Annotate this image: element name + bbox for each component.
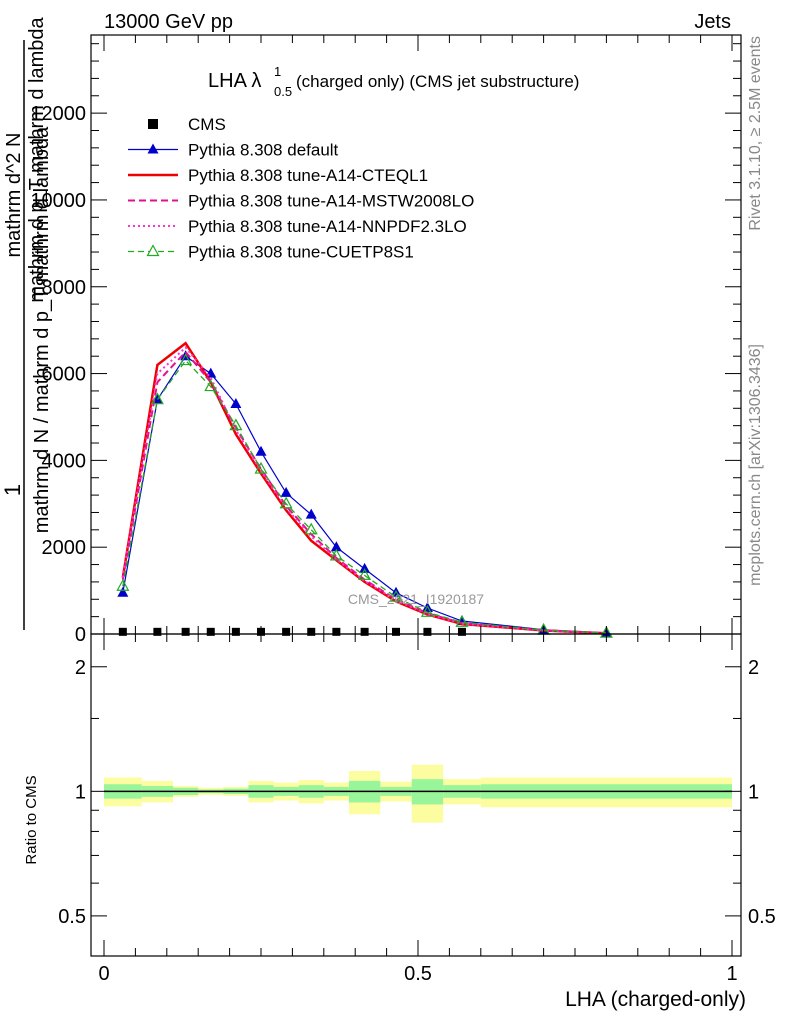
legend-label: Pythia 8.308 tune-A14-NNPDF2.3LO: [188, 217, 467, 236]
y-tick-label: 4000: [42, 450, 87, 472]
data-point-open-triangle: [304, 522, 318, 535]
legend-label: Pythia 8.308 tune-CUETP8S1: [188, 243, 414, 262]
data-point-square: [231, 627, 240, 636]
data-point-open-triangle: [116, 579, 130, 591]
legend-entry: Pythia 8.308 default: [128, 141, 339, 160]
data-point-triangle: [359, 562, 371, 573]
ratio-y-tick-label-right: 1: [748, 781, 759, 803]
y-tick-label: 12000: [30, 103, 86, 125]
ratio-y-axis-label: Ratio to CMS: [23, 775, 40, 864]
legend-label: Pythia 8.308 tune-A14-CTEQL1: [188, 166, 428, 185]
x-tick-label: 0.5: [404, 963, 432, 985]
data-point-square: [392, 627, 401, 636]
y-tick-label: 8000: [42, 277, 87, 299]
data-point-open-triangle: [358, 568, 372, 581]
x-tick-label: 0: [98, 963, 109, 985]
legend-label: CMS: [188, 115, 226, 134]
data-point-triangle: [280, 486, 292, 497]
side-rivet-label: Rivet 3.1.10, ≥ 2.5M events: [747, 36, 764, 231]
legend-label: Pythia 8.308 default: [188, 141, 339, 160]
legend-entry: Pythia 8.308 tune-A14-CTEQL1: [128, 166, 428, 185]
analysis-watermark: CMS_2021_I1920187: [348, 591, 484, 607]
side-mcplots-label: mcplots.cern.ch [arXiv:1306.3436]: [747, 344, 764, 586]
data-point-square: [153, 627, 162, 636]
data-point-triangle: [230, 397, 242, 408]
legend-label: Pythia 8.308 tune-A14-MSTW2008LO: [188, 192, 474, 211]
legend-open-triangle-marker: [146, 244, 160, 257]
data-point-open-triangle: [229, 418, 243, 431]
legend-entry: Pythia 8.308 tune-A14-NNPDF2.3LO: [128, 217, 467, 236]
x-axis-label: LHA (charged-only): [565, 988, 746, 1011]
data-point-square: [457, 627, 466, 636]
data-point-open-triangle: [254, 461, 268, 474]
legend-entry: Pythia 8.308 tune-A14-MSTW2008LO: [128, 192, 474, 211]
data-point-open-triangle: [179, 353, 193, 366]
data-point-open-triangle: [279, 496, 293, 509]
legend-triangle-marker: [147, 143, 159, 154]
y-tick-label: 10000: [30, 190, 86, 212]
y-axis-label-overlay-bottom: mathrm d p_T mathrm d lambda: [26, 16, 48, 302]
data-point-open-triangle: [204, 379, 218, 392]
data-point-triangle: [117, 586, 129, 597]
main-plot-panel: CMS_2021_I1920187 0 2000 4000 6000 8000 10000…: [0, 16, 742, 646]
series-5: [116, 353, 613, 638]
data-point-triangle: [330, 541, 342, 552]
data-point-open-triangle: [150, 392, 164, 405]
y-tick-label: 0: [75, 624, 86, 646]
chart-title-rest: (charged only) (CMS jet substructure): [296, 72, 579, 91]
ratio-y-tick-label-right: 0.5: [748, 906, 776, 928]
y-axis-label-overlay-top: mathrm d^2 N: [3, 133, 25, 258]
data-point-open-triangle: [420, 605, 434, 617]
legend-entry: CMS: [148, 115, 226, 134]
data-point-triangle: [305, 508, 317, 519]
y-tick-label: 6000: [42, 364, 87, 386]
y-axis-label-denominator: mathrm d N / mathrm d p_T mathrm d lambd…: [31, 126, 53, 533]
series-line: [121, 341, 607, 635]
ratio-plot-frame: [90, 633, 742, 957]
legend: CMS Pythia 8.308 default Pythia 8.308 tune…: [128, 115, 474, 262]
data-point-square: [423, 627, 432, 636]
y-axis-label-numerator: 1: [0, 484, 25, 496]
chart-title-subscript: 0.5: [274, 84, 292, 99]
y-tick-label: 2000: [42, 537, 87, 559]
data-point-triangle: [255, 445, 267, 456]
data-point-square: [206, 627, 215, 636]
data-point-square: [332, 627, 341, 636]
chart-title-superscript: 1: [274, 64, 281, 79]
ratio-plot-panel: 0.5 0.5 1 1 2 2 0 0.5 1 Ratio to CMS LHA (charge…: [23, 633, 776, 1011]
chart-title: LHA λ: [208, 70, 261, 92]
legend-square-marker: [148, 119, 158, 129]
data-point-square: [181, 627, 190, 636]
ratio-y-tick-label: 0.5: [58, 906, 86, 928]
data-point-square: [282, 627, 291, 636]
data-point-open-triangle: [455, 615, 469, 627]
data-point-open-triangle: [389, 589, 403, 602]
ratio-y-tick-label: 2: [75, 657, 86, 679]
header-process-label: Jets: [694, 11, 731, 33]
series-2: [121, 341, 607, 635]
ratio-y-tick-label: 1: [75, 781, 86, 803]
x-tick-label: 1: [726, 963, 737, 985]
data-point-open-triangle: [329, 548, 343, 561]
ratio-y-tick-label-right: 2: [748, 657, 759, 679]
data-point-square: [360, 627, 369, 636]
series-line: [122, 359, 607, 634]
data-point-square: [307, 627, 316, 636]
data-point-square: [118, 627, 127, 636]
header-energy-label: 13000 GeV pp: [104, 11, 233, 33]
legend-entry: Pythia 8.308 tune-CUETP8S1: [128, 243, 414, 262]
